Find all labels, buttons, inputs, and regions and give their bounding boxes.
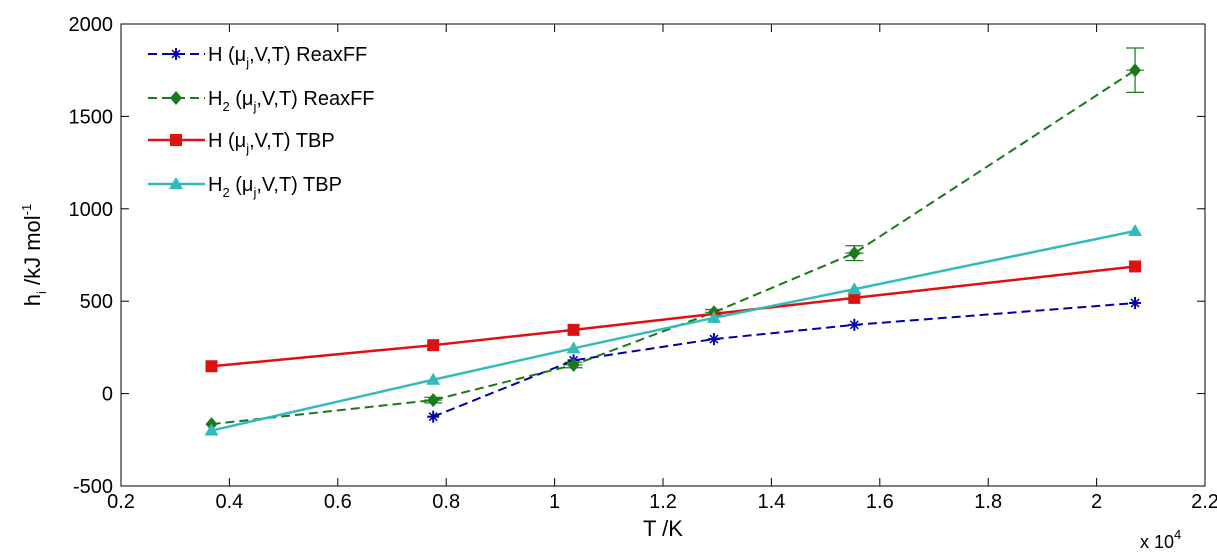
legend-label: H (μj,V,T) ReaxFF — [208, 44, 367, 70]
y-axis-label-sub: i — [34, 291, 49, 294]
data-point — [204, 423, 219, 436]
y-tick-label: 500 — [80, 291, 113, 313]
data-point — [427, 393, 440, 408]
x-tick-label: 0.6 — [324, 491, 352, 513]
series-line-h2_reaxff — [211, 69, 1136, 426]
data-point — [1129, 260, 1142, 273]
data-point — [1129, 63, 1142, 78]
x-tick-label: 1.2 — [649, 491, 677, 513]
data-point — [1129, 297, 1142, 310]
data-point — [567, 323, 580, 336]
y-tick-label: -500 — [73, 476, 113, 498]
legend-label: H2 (μj,V,T) ReaxFF — [208, 88, 375, 114]
x-tick-label: 1.6 — [866, 491, 894, 513]
legend-entry-h2_tbp: H2 (μj,V,T) TBP — [148, 174, 342, 200]
series-h2_reaxff — [205, 47, 1145, 432]
series-h2_tbp — [204, 223, 1143, 436]
legend-label: H2 (μj,V,T) TBP — [208, 174, 342, 200]
series-layer — [204, 47, 1145, 436]
y-tick-label: 0 — [102, 384, 113, 406]
data-point — [1128, 223, 1143, 236]
legend-entry-h_reaxff: H (μj,V,T) ReaxFF — [148, 44, 367, 70]
x-exponent: x 104 — [1140, 527, 1181, 552]
x-axis: 0.2 0.4 0.6 0.8 1 1.2 1.4 1.6 1.8 2 2.2 — [107, 24, 1217, 513]
legend: H (μj,V,T) ReaxFF H2 (μj,V,T) ReaxFF H (μj… — [148, 44, 375, 200]
legend-entry-h2_reaxff: H2 (μj,V,T) ReaxFF — [148, 88, 375, 114]
legend-marker — [170, 91, 182, 105]
data-point — [427, 410, 440, 423]
data-point — [205, 360, 218, 373]
legend-marker — [169, 177, 183, 189]
x-tick-label: 0.2 — [107, 491, 135, 513]
data-point — [848, 246, 861, 261]
x-tick-label: 1 — [549, 491, 560, 513]
x-tick-label: 2 — [1091, 491, 1102, 513]
legend-marker — [170, 134, 182, 146]
series-h_tbp — [205, 260, 1142, 373]
data-point — [706, 310, 721, 323]
x-exponent-base: x 10 — [1140, 532, 1174, 552]
x-tick-label: 2.2 — [1191, 491, 1217, 513]
legend-entry-h_tbp: H (μj,V,T) TBP — [148, 130, 335, 156]
y-axis-label: hi /kJ mol-1 — [19, 204, 49, 307]
legend-marker — [170, 48, 182, 60]
data-point — [426, 372, 441, 385]
legend-label: H (μj,V,T) TBP — [208, 130, 335, 156]
series-line-h2_tbp — [211, 229, 1136, 432]
data-point — [567, 357, 580, 372]
data-point — [707, 333, 720, 346]
x-exponent-power: 4 — [1174, 527, 1181, 542]
x-tick-label: 0.4 — [215, 491, 243, 513]
y-axis: -500 0 500 1000 1500 2000 — [69, 14, 1205, 498]
data-point — [848, 318, 861, 331]
y-tick-label: 1000 — [69, 199, 114, 221]
data-point — [427, 339, 440, 352]
y-tick-label: 2000 — [69, 14, 114, 36]
series-line-h_reaxff — [432, 302, 1136, 418]
x-axis-label: T /K — [643, 516, 683, 541]
data-point — [848, 291, 861, 304]
data-point — [847, 282, 862, 295]
y-tick-label: 1500 — [69, 106, 114, 128]
y-axis-label-main: h — [20, 294, 45, 306]
y-axis-label-rest: /kJ mol — [20, 215, 45, 291]
y-axis-label-sup: -1 — [19, 204, 34, 216]
x-tick-label: 1.8 — [974, 491, 1002, 513]
x-tick-label: 0.8 — [432, 491, 460, 513]
x-tick-label: 1.4 — [757, 491, 785, 513]
data-point — [566, 341, 581, 354]
